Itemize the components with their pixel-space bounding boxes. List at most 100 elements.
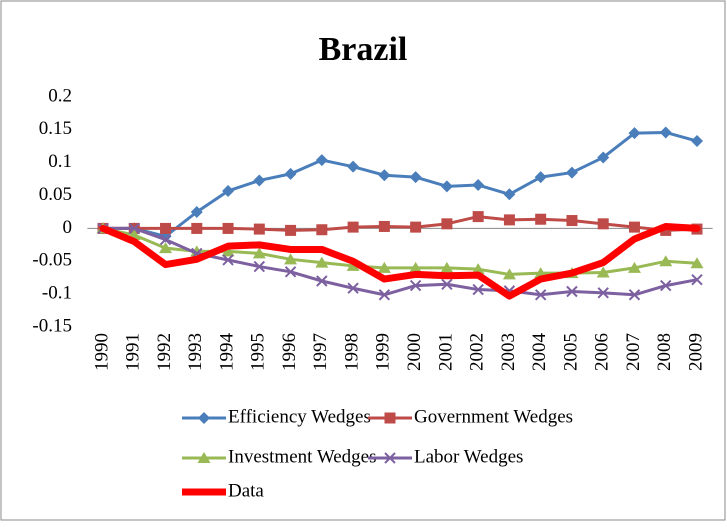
- marker: [441, 218, 453, 230]
- x-tick-label: 2002: [467, 333, 488, 371]
- marker: [628, 127, 641, 140]
- marker: [347, 160, 360, 173]
- series-line: [101, 130, 699, 238]
- x-tick-label: 1990: [91, 333, 112, 371]
- marker: [222, 254, 234, 266]
- marker: [660, 279, 672, 292]
- marker: [378, 169, 391, 182]
- x-tick-label: 2008: [654, 333, 675, 371]
- x-tick-label: 1991: [123, 333, 144, 371]
- marker: [472, 179, 485, 192]
- marker: [596, 266, 610, 278]
- y-tick-label: 0: [63, 217, 73, 238]
- marker: [284, 253, 298, 265]
- x-tick-label: 2005: [560, 333, 581, 371]
- legend-label: Labor Wedges: [414, 446, 523, 467]
- marker: [440, 180, 453, 193]
- marker: [347, 221, 359, 233]
- marker: [159, 233, 172, 246]
- marker: [222, 184, 235, 197]
- x-tick-label: 1993: [185, 333, 206, 371]
- marker: [316, 224, 328, 236]
- x-tick-label: 1996: [279, 333, 300, 371]
- marker: [441, 278, 453, 290]
- marker: [190, 206, 203, 218]
- y-tick-label: 0.2: [48, 85, 72, 106]
- legend-label: Government Wedges: [414, 406, 573, 427]
- marker: [409, 261, 423, 273]
- marker: [197, 452, 211, 463]
- x-tick-label: 1994: [216, 333, 237, 372]
- x-tick-label: 2000: [404, 333, 425, 371]
- marker: [503, 214, 515, 226]
- x-tick-label: 2006: [592, 333, 613, 371]
- marker: [566, 285, 578, 298]
- marker: [534, 289, 547, 301]
- marker: [253, 174, 266, 187]
- marker: [378, 289, 391, 301]
- x-tick-label: 1997: [310, 333, 331, 371]
- marker: [159, 242, 173, 254]
- marker: [627, 261, 641, 273]
- marker: [690, 257, 704, 269]
- marker: [628, 289, 641, 301]
- marker: [659, 126, 672, 139]
- marker: [472, 283, 484, 296]
- marker: [472, 211, 484, 223]
- y-tick-label: -0.15: [32, 315, 72, 336]
- x-tick-label: 2004: [529, 333, 550, 372]
- marker: [347, 282, 359, 294]
- marker: [285, 224, 297, 236]
- marker: [384, 452, 396, 464]
- marker: [565, 166, 578, 179]
- legend-label: Data: [228, 480, 264, 501]
- series-line: [101, 226, 699, 276]
- y-tick-label: -0.05: [32, 250, 72, 271]
- marker: [128, 222, 140, 235]
- marker: [659, 255, 673, 267]
- marker: [691, 273, 703, 286]
- marker: [534, 171, 547, 184]
- marker: [691, 135, 703, 148]
- chart-title: Brazil: [319, 31, 408, 68]
- x-tick-label: 2003: [498, 333, 519, 371]
- y-tick-label: -0.1: [42, 283, 72, 304]
- x-tick-label: 2007: [623, 333, 644, 371]
- marker: [409, 279, 422, 292]
- x-tick-label: 1998: [341, 333, 362, 371]
- x-tick-label: 1999: [373, 333, 394, 371]
- marker: [502, 268, 516, 280]
- marker: [221, 245, 235, 257]
- marker: [503, 188, 516, 201]
- marker: [384, 412, 396, 424]
- marker: [253, 223, 265, 235]
- marker: [471, 263, 485, 275]
- marker: [628, 221, 640, 233]
- x-tick-label: 2001: [435, 333, 456, 371]
- x-tick-label: 1992: [154, 333, 175, 371]
- marker: [252, 247, 266, 259]
- marker: [222, 222, 234, 234]
- y-tick-label: 0.15: [39, 118, 72, 139]
- legend-label: Investment Wedges: [228, 446, 377, 467]
- marker: [440, 261, 454, 273]
- marker: [160, 222, 172, 234]
- marker: [198, 412, 210, 424]
- marker: [535, 213, 547, 225]
- marker: [566, 215, 578, 227]
- marker: [191, 222, 203, 234]
- marker: [410, 221, 422, 233]
- marker: [346, 259, 360, 271]
- marker: [660, 224, 672, 236]
- marker: [315, 256, 329, 268]
- marker: [253, 260, 266, 273]
- marker: [316, 275, 328, 287]
- legend-label: Efficiency Wedges: [228, 406, 371, 427]
- y-tick-label: 0.1: [48, 151, 72, 172]
- marker: [409, 171, 422, 184]
- x-tick-label: 2009: [685, 333, 706, 371]
- marker: [597, 218, 609, 230]
- series-line: [99, 222, 701, 300]
